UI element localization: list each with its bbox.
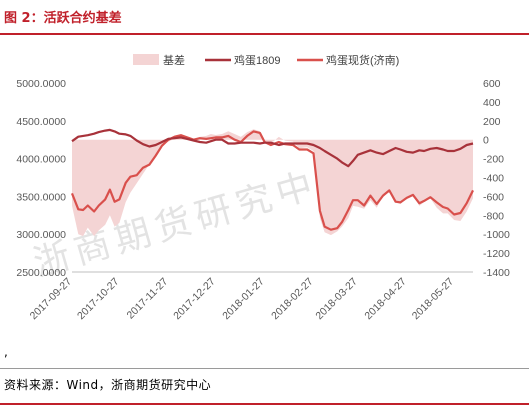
left-axis-tick-label: 3500.0000 bbox=[16, 191, 66, 203]
x-axis-tick-label: 2018-01-27 bbox=[220, 276, 267, 323]
right-axis-tick-label: 200 bbox=[483, 116, 501, 128]
right-axis-tick-label: -200 bbox=[483, 154, 504, 166]
x-axis-tick-label: 2017-09-27 bbox=[28, 276, 75, 323]
legend-label-basis: 基差 bbox=[163, 53, 185, 67]
legend-label-futures: 鸡蛋1809 bbox=[234, 53, 280, 67]
chart-container: 浙商期货研究中心 2500.0000 3000.0000 3500.0000 4000.… bbox=[0, 36, 529, 366]
right-axis-tick-label: -800 bbox=[483, 210, 504, 222]
basis-chart: 浙商期货研究中心2500.00003000.00003500.00004000.… bbox=[16, 53, 510, 323]
top-rule bbox=[0, 33, 529, 35]
right-axis-tick-label: 400 bbox=[483, 97, 501, 109]
x-axis-tick-label: 2017-12-27 bbox=[171, 276, 218, 323]
legend-swatch-basis bbox=[133, 54, 159, 65]
futures-1809-line-series bbox=[71, 128, 474, 168]
right-axis-tick-label: -1400 bbox=[483, 267, 510, 279]
x-axis-tick-label: 2018-04-27 bbox=[362, 276, 409, 323]
figure-header: 图 2：活跃合约基差 bbox=[0, 0, 529, 33]
left-axis-tick-label: 4000.0000 bbox=[16, 154, 66, 166]
bottom-rule bbox=[0, 368, 529, 369]
x-axis-tick-label: 2018-02-27 bbox=[269, 276, 316, 323]
left-axis-tick-label: 3000.0000 bbox=[16, 229, 66, 241]
figure-title: 图 2：活跃合约基差 bbox=[4, 11, 122, 26]
stray-comma: , bbox=[4, 345, 8, 359]
x-axis-tick-label: 2017-10-27 bbox=[75, 276, 122, 323]
left-axis-tick-label: 2500.0000 bbox=[16, 267, 66, 279]
right-axis-tick-label: -1000 bbox=[483, 229, 510, 241]
right-axis-tick-label: 0 bbox=[483, 135, 489, 147]
end-rule bbox=[0, 403, 529, 405]
basis-area-series bbox=[72, 129, 473, 237]
x-axis-tick-label: 2018-05-27 bbox=[410, 276, 457, 323]
legend-label-spot: 鸡蛋现货(济南) bbox=[326, 53, 399, 67]
x-axis-tick-label: 2017-11-27 bbox=[125, 276, 171, 322]
left-axis-tick-label: 5000.0000 bbox=[16, 78, 66, 90]
right-axis-tick-label: -400 bbox=[483, 173, 504, 185]
source-note: 资料来源：Wind，浙商期货研究中心 bbox=[4, 378, 212, 392]
right-axis-tick-label: -1200 bbox=[483, 248, 510, 260]
right-axis-tick-label: 600 bbox=[483, 78, 501, 90]
right-axis-tick-label: -600 bbox=[483, 191, 504, 203]
left-axis-tick-label: 4500.0000 bbox=[16, 116, 66, 128]
x-axis-tick-label: 2018-03-27 bbox=[313, 276, 360, 323]
